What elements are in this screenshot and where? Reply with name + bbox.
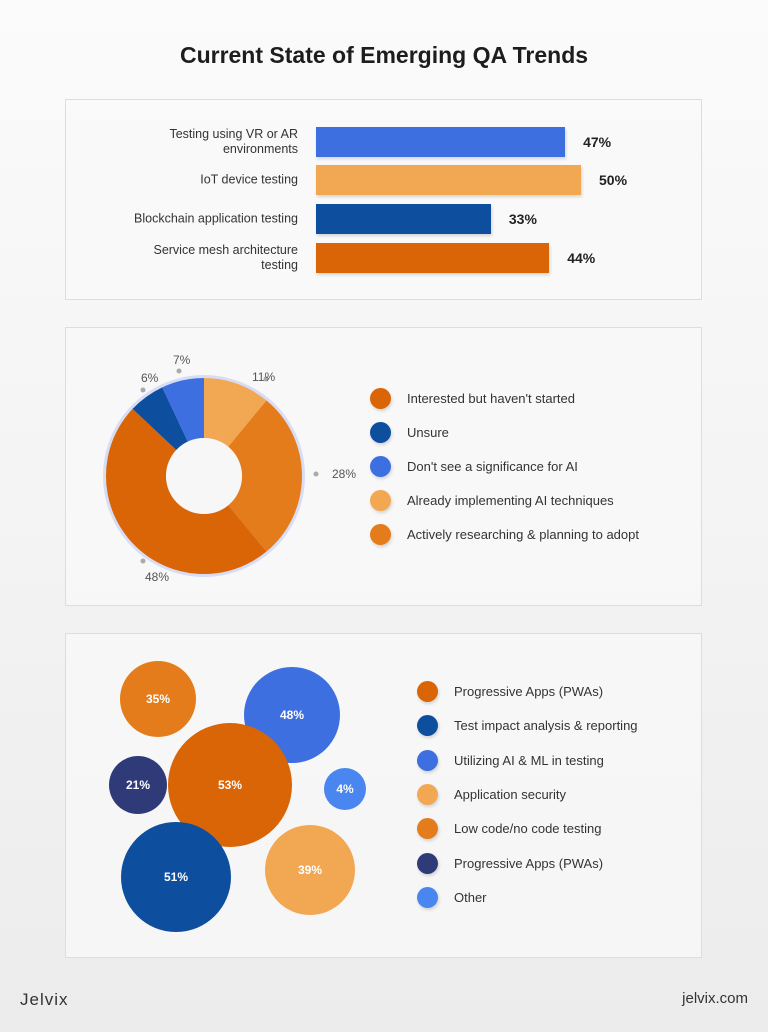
legend-label: Other xyxy=(454,889,487,905)
legend-swatch xyxy=(370,422,391,443)
legend-swatch xyxy=(370,388,391,409)
label-dot xyxy=(140,387,146,393)
legend-swatch xyxy=(417,749,438,771)
legend-label: Don't see a significance for AI xyxy=(407,459,578,474)
legend-swatch xyxy=(370,524,391,545)
legend-item: Test impact analysis & reporting xyxy=(417,715,638,737)
donut-slice xyxy=(105,408,267,575)
bar-row: IoT device testing 50% xyxy=(66,165,703,195)
site-url: jelvix.com xyxy=(682,990,748,1007)
legend-label: Application security xyxy=(454,786,566,802)
bar xyxy=(316,204,491,234)
donut-slice xyxy=(162,378,204,442)
legend-swatch xyxy=(417,783,438,805)
legend-swatch xyxy=(370,456,391,477)
label-dot xyxy=(140,558,146,564)
bar-row: Testing using VR or AR environments 47% xyxy=(66,127,703,157)
donut-chart-panel: 11% 28% 48% 6% 7% Interested but haven't star… xyxy=(65,327,702,606)
donut-chart xyxy=(103,368,319,577)
slice-label: 6% xyxy=(141,371,159,385)
legend-item: Interested but haven't started xyxy=(370,388,575,409)
legend-label: Low code/no code testing xyxy=(454,821,602,837)
legend-swatch xyxy=(417,681,438,702)
legend-label: Progressive Apps (PWAs) xyxy=(454,684,604,699)
label-dot xyxy=(313,471,319,477)
legend-swatch xyxy=(417,886,438,908)
legend-label: Utilizing AI & ML in testing xyxy=(454,752,604,768)
bar-value-label: 33% xyxy=(508,211,537,227)
legend-item: Progressive Apps (PWAs) xyxy=(417,852,604,874)
legend-label: Test impact analysis & reporting xyxy=(454,718,638,734)
jelvix-logo: Jelvix xyxy=(20,990,69,1009)
legend-swatch xyxy=(417,852,438,874)
legend-swatch xyxy=(370,490,391,511)
slice-label: 48% xyxy=(145,570,170,584)
bar-label: Blockchain application testing xyxy=(134,211,298,226)
bar-label: Testing using VR or AR environments xyxy=(169,127,298,156)
bar-label: Service mesh architecture testing xyxy=(153,243,298,272)
bubble-chart-panel: 35% 48% 53% 21% 39% 4% 51% Progressive Apps (PW… xyxy=(65,633,702,958)
bubble: 51% xyxy=(121,822,231,932)
bar xyxy=(316,127,566,157)
bar xyxy=(316,165,581,195)
legend-swatch xyxy=(417,715,438,737)
slice-label: 7% xyxy=(173,353,191,367)
bar-chart-panel: Testing using VR or AR environments 47% Io… xyxy=(65,99,702,300)
legend-label: Interested but haven't started xyxy=(407,391,575,406)
bar-value-label: 47% xyxy=(583,134,612,150)
legend-item: Other xyxy=(417,886,487,908)
legend-label: Already implementing AI techniques xyxy=(407,493,614,508)
legend-item: Utilizing AI & ML in testing xyxy=(417,749,604,771)
label-dot xyxy=(176,368,182,374)
bubble: 21% xyxy=(109,756,167,814)
slice-label: 28% xyxy=(332,467,357,481)
legend-swatch xyxy=(417,818,438,840)
donut-slice xyxy=(204,378,267,447)
donut-slice xyxy=(132,387,188,450)
bubble: 4% xyxy=(324,768,366,810)
page-title: Current State of Emerging QA Trends xyxy=(179,42,589,68)
bar-label: IoT device testing xyxy=(200,172,298,187)
bar-value-label: 44% xyxy=(567,250,596,266)
bubble: 39% xyxy=(265,825,355,915)
legend-item: Already implementing AI techniques xyxy=(370,490,614,511)
bar-row: Service mesh architecture testing 44% xyxy=(66,243,703,273)
legend-item: Unsure xyxy=(370,422,449,443)
donut-slice xyxy=(228,400,303,552)
bubble: 35% xyxy=(120,661,196,737)
bar xyxy=(316,243,550,273)
legend-item: Low code/no code testing xyxy=(417,818,602,840)
legend-item: Don't see a significance for AI xyxy=(370,456,578,477)
label-dot xyxy=(263,376,269,382)
legend-label: Progressive Apps (PWAs) xyxy=(454,855,604,871)
legend-label: Actively researching & planning to adopt xyxy=(407,527,639,542)
bar-value-label: 50% xyxy=(599,172,628,188)
legend-item: Actively researching & planning to adopt xyxy=(370,524,639,545)
bar-row: Blockchain application testing 33% xyxy=(66,204,703,234)
legend-label: Unsure xyxy=(407,425,449,440)
legend-item: Application security xyxy=(417,783,566,805)
legend-item: Progressive Apps (PWAs) xyxy=(417,681,603,702)
slice-label: 11% xyxy=(252,370,276,384)
donut-hole xyxy=(166,438,242,514)
